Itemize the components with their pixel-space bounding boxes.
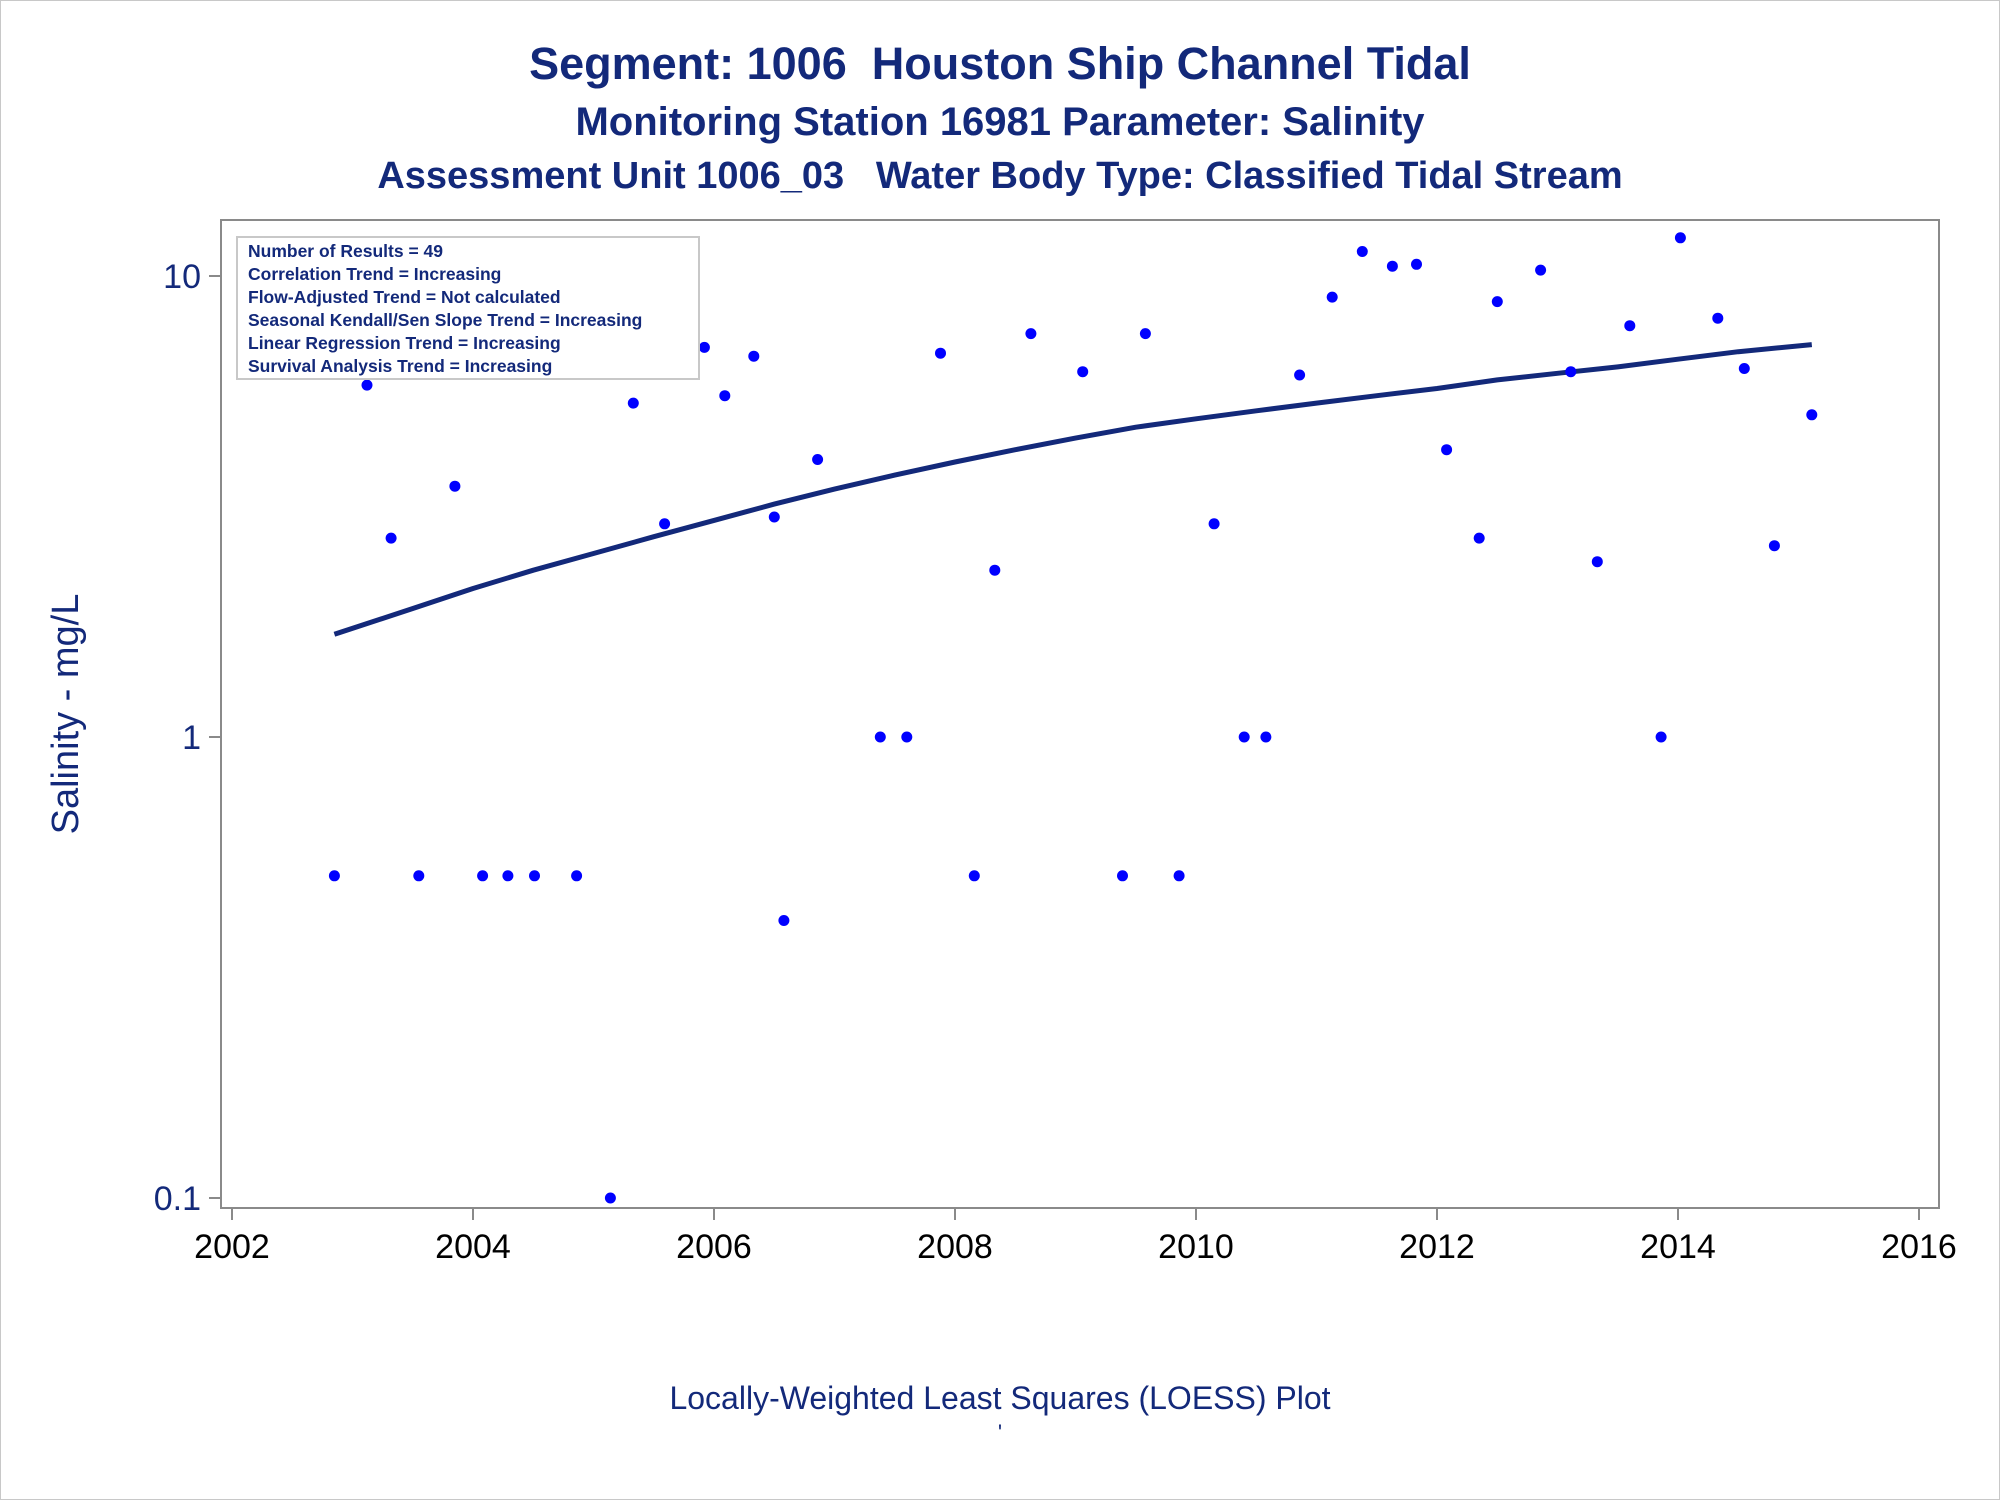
data-point <box>1173 870 1185 882</box>
x-tick-label: 2006 <box>676 1228 752 1266</box>
stat-line: Flow-Adjusted Trend = Not calculated <box>248 287 561 307</box>
data-point <box>1712 312 1724 324</box>
data-point <box>413 870 425 882</box>
data-point <box>935 347 946 359</box>
data-point <box>778 915 790 926</box>
y-tick-label: 10 <box>163 258 201 296</box>
data-point <box>901 731 913 743</box>
data-point <box>1386 260 1398 272</box>
loess-layer <box>333 342 1813 637</box>
data-point <box>1117 870 1128 882</box>
loess-line <box>333 342 1813 637</box>
points-layer <box>328 232 1818 1204</box>
stats-legend: Number of Results = 49 Correlation Trend… <box>236 236 700 380</box>
x-tick-label: 2014 <box>1640 1228 1716 1266</box>
data-point <box>1535 264 1547 276</box>
data-point <box>1077 366 1089 378</box>
data-point <box>385 532 397 544</box>
data-point <box>1473 532 1485 544</box>
data-point <box>627 397 639 409</box>
data-point <box>812 454 824 465</box>
data-point <box>449 480 461 492</box>
data-point <box>1260 731 1272 743</box>
y-tick-label: 1 <box>182 719 201 757</box>
data-point <box>1238 731 1250 743</box>
data-point <box>1356 246 1368 257</box>
x-tick-label: 2004 <box>435 1228 511 1266</box>
data-point <box>477 870 489 882</box>
stat-line: Seasonal Kendall/Sen Slope Trend = Incre… <box>248 310 643 330</box>
y-axis-label: Salinity - mg/L <box>45 594 87 835</box>
y-axis: 0.1 1 10 <box>154 258 221 1218</box>
data-point <box>1565 366 1577 378</box>
data-point <box>719 390 731 402</box>
data-point <box>968 870 980 882</box>
data-point <box>989 564 1001 576</box>
data-point <box>1139 328 1151 340</box>
data-point <box>1806 409 1818 421</box>
footnote-mark: ' <box>997 1420 1003 1445</box>
data-point <box>502 870 514 882</box>
data-point <box>361 379 373 391</box>
data-point <box>529 870 540 882</box>
data-point <box>328 870 340 882</box>
data-point <box>698 341 710 353</box>
chart-title: Segment: 1006 Houston Ship Channel Tidal <box>529 38 1471 89</box>
chart-subtitle-2: Assessment Unit 1006_03 Water Body Type:… <box>377 155 1623 197</box>
data-point <box>1025 328 1037 340</box>
x-tick-label: 2002 <box>194 1228 270 1266</box>
stat-line: Correlation Trend = Increasing <box>248 264 502 284</box>
data-point <box>659 518 671 530</box>
data-point <box>748 350 760 362</box>
data-point <box>1326 291 1338 303</box>
data-point <box>1624 320 1636 332</box>
stat-line: Survival Analysis Trend = Increasing <box>248 356 553 376</box>
plot-area <box>220 219 1940 1209</box>
y-tick-label: 0.1 <box>154 1180 201 1218</box>
stat-line: Number of Results = 49 <box>248 241 443 261</box>
x-tick-label: 2016 <box>1881 1228 1957 1266</box>
data-point <box>571 870 583 882</box>
stat-line: Linear Regression Trend = Increasing <box>248 333 561 353</box>
x-tick-label: 2010 <box>1158 1228 1234 1266</box>
data-point <box>1441 444 1453 456</box>
data-point <box>1674 232 1686 244</box>
data-point <box>1208 518 1220 530</box>
x-tick-label: 2008 <box>917 1228 993 1266</box>
chart-footnote: Locally-Weighted Least Squares (LOESS) P… <box>669 1380 1331 1416</box>
data-point <box>1411 258 1422 270</box>
data-point <box>604 1192 616 1204</box>
data-point <box>1491 296 1503 308</box>
data-point <box>1738 363 1750 374</box>
data-point <box>874 731 886 743</box>
data-point <box>1591 556 1603 568</box>
data-point <box>1768 540 1780 552</box>
x-tick-label: 2012 <box>1399 1228 1475 1266</box>
chart-subtitle: Monitoring Station 16981 Parameter: Sali… <box>575 100 1425 144</box>
data-point <box>1655 731 1667 743</box>
data-point <box>768 511 780 523</box>
x-axis: 2002 2004 2006 2008 2010 2012 2014 2016 <box>194 1208 1957 1266</box>
data-point <box>1294 369 1306 381</box>
